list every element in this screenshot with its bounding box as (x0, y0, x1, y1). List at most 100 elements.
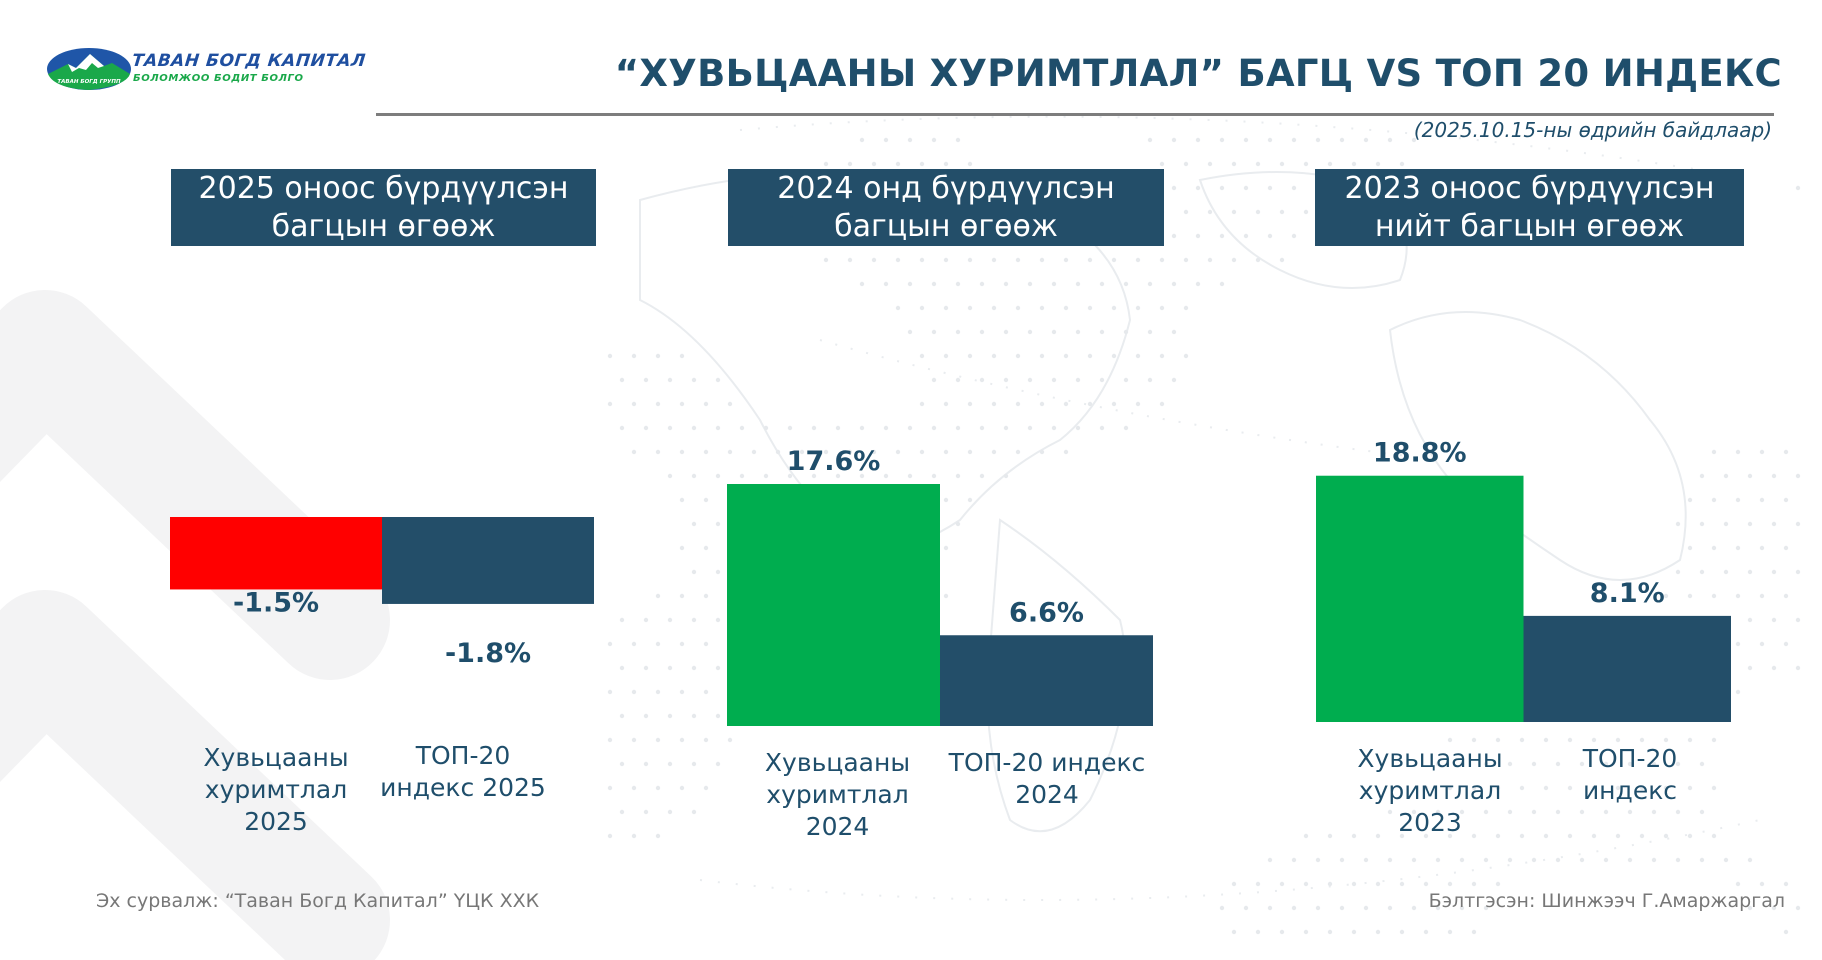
map-dot (1483, 761, 1489, 767)
map-dot (703, 497, 709, 503)
bar-portfolio (1316, 475, 1524, 722)
map-dot (619, 377, 625, 383)
map-dot (607, 785, 613, 791)
map-dot (703, 785, 709, 791)
map-dot (715, 761, 721, 767)
map-dot (1507, 761, 1513, 767)
map-dot (1279, 881, 1285, 887)
category-label: ТОП-20 индекс (1540, 743, 1720, 807)
map-dot (715, 713, 721, 719)
map-dot (1783, 593, 1789, 599)
map-dot (1747, 521, 1753, 527)
map-dot (1003, 329, 1009, 335)
map-dot (1579, 857, 1585, 863)
map-dot (1471, 881, 1477, 887)
map-dot (895, 305, 901, 311)
map-dot (1219, 185, 1225, 191)
map-dot (895, 161, 901, 167)
map-dot (1027, 281, 1033, 287)
map-dot (1231, 209, 1237, 215)
panel-heading-2023: 2023 оноос бүрдүүлсэн нийт багцын өгөөж (1315, 169, 1744, 246)
map-dot (1039, 353, 1045, 359)
map-dot (1711, 545, 1717, 551)
map-dot (643, 377, 649, 383)
map-dot (943, 305, 949, 311)
map-dot (871, 449, 877, 455)
map-dot (1735, 881, 1741, 887)
map-dot (1543, 737, 1549, 743)
map-dot (1183, 353, 1189, 359)
map-dot (607, 833, 613, 839)
map-dot (679, 593, 685, 599)
map-dot (1651, 761, 1657, 767)
chart-2025: -1.5% -1.8% (170, 517, 594, 669)
map-dot (1171, 377, 1177, 383)
panel-heading-line: 2025 оноос бүрдүүлсэн (198, 170, 569, 206)
map-dot (955, 137, 961, 143)
map-dot (1591, 737, 1597, 743)
map-dot (1771, 473, 1777, 479)
map-dot (931, 329, 937, 335)
map-dot (1699, 809, 1705, 815)
map-dot (727, 401, 733, 407)
map-dot (1747, 905, 1753, 911)
map-dot (1747, 473, 1753, 479)
map-dot (691, 473, 697, 479)
map-dot (631, 785, 637, 791)
map-dot (1051, 425, 1057, 431)
category-label-line: хуримтлал (1358, 776, 1502, 805)
map-dot (1159, 401, 1165, 407)
map-dot (679, 545, 685, 551)
map-dot (811, 425, 817, 431)
map-dot (919, 353, 925, 359)
map-dot (895, 257, 901, 263)
map-dot (619, 809, 625, 815)
map-dot (1291, 233, 1297, 239)
map-dot (1783, 497, 1789, 503)
map-dot (1327, 881, 1333, 887)
map-dot (1147, 137, 1153, 143)
map-dot (679, 353, 685, 359)
map-dot (1003, 281, 1009, 287)
map-dot (1795, 185, 1801, 191)
map-dot (1111, 353, 1117, 359)
map-dot (631, 401, 637, 407)
map-dot (1087, 353, 1093, 359)
map-dot (1699, 857, 1705, 863)
map-dot (1591, 833, 1597, 839)
map-dot (631, 833, 637, 839)
map-dot (1219, 905, 1225, 911)
category-label-line: 2023 (1398, 808, 1462, 837)
map-dot (1519, 737, 1525, 743)
map-dot (1723, 521, 1729, 527)
map-dot (919, 161, 925, 167)
map-dot (811, 473, 817, 479)
category-label-line: ТОП-20 индекс (948, 748, 1146, 777)
map-dot (679, 401, 685, 407)
map-dot (1063, 401, 1069, 407)
map-dot (1399, 929, 1405, 935)
map-dot (979, 377, 985, 383)
map-dot (1795, 617, 1801, 623)
map-dot (1207, 161, 1213, 167)
map-dot (691, 425, 697, 431)
map-dot (1579, 809, 1585, 815)
map-dot (1267, 185, 1273, 191)
map-dot (823, 449, 829, 455)
map-dot (931, 377, 937, 383)
map-dot (619, 761, 625, 767)
map-dot (883, 281, 889, 287)
map-dot (1255, 881, 1261, 887)
map-dot (1783, 545, 1789, 551)
map-dot (967, 401, 973, 407)
map-dot (931, 281, 937, 287)
map-dot (607, 689, 613, 695)
map-dot (1147, 281, 1153, 287)
map-dot (1291, 857, 1297, 863)
map-dot (1531, 761, 1537, 767)
map-dot (1255, 161, 1261, 167)
map-dot (1447, 737, 1453, 743)
map-dot (1771, 665, 1777, 671)
map-dot (1267, 233, 1273, 239)
map-dot (1159, 257, 1165, 263)
